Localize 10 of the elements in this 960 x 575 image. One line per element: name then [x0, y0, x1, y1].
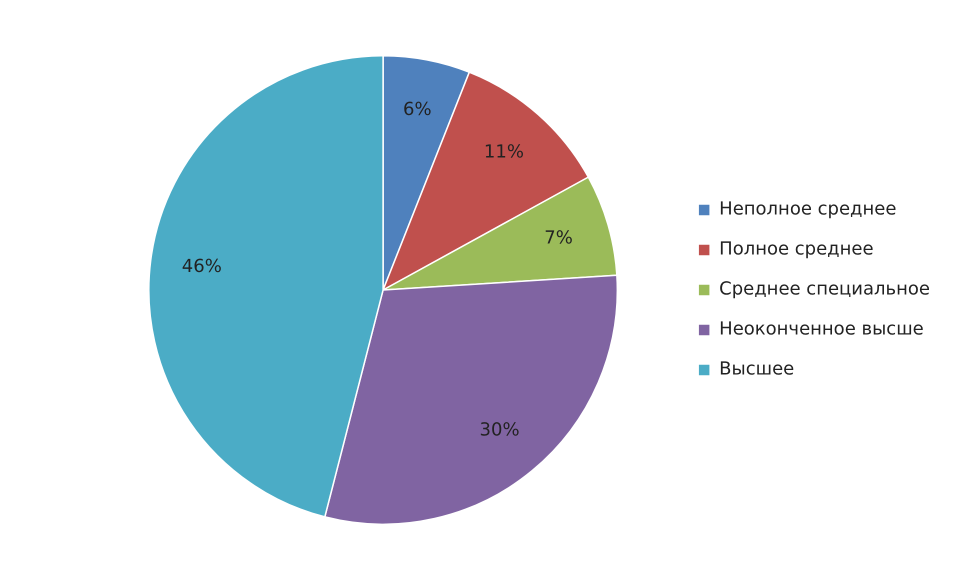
data-label: 30%: [480, 419, 520, 440]
legend-label: Полное среднее: [719, 238, 874, 260]
legend-label: Неполное среднее: [719, 198, 896, 220]
data-label: 7%: [544, 228, 573, 249]
legend-label: Среднее специальное: [719, 278, 930, 300]
legend-label: Высшее: [719, 358, 794, 380]
data-label: 46%: [182, 256, 222, 277]
data-label: 11%: [484, 142, 524, 163]
data-label: 6%: [403, 99, 432, 120]
legend-label: Неоконченное высше: [719, 318, 924, 340]
